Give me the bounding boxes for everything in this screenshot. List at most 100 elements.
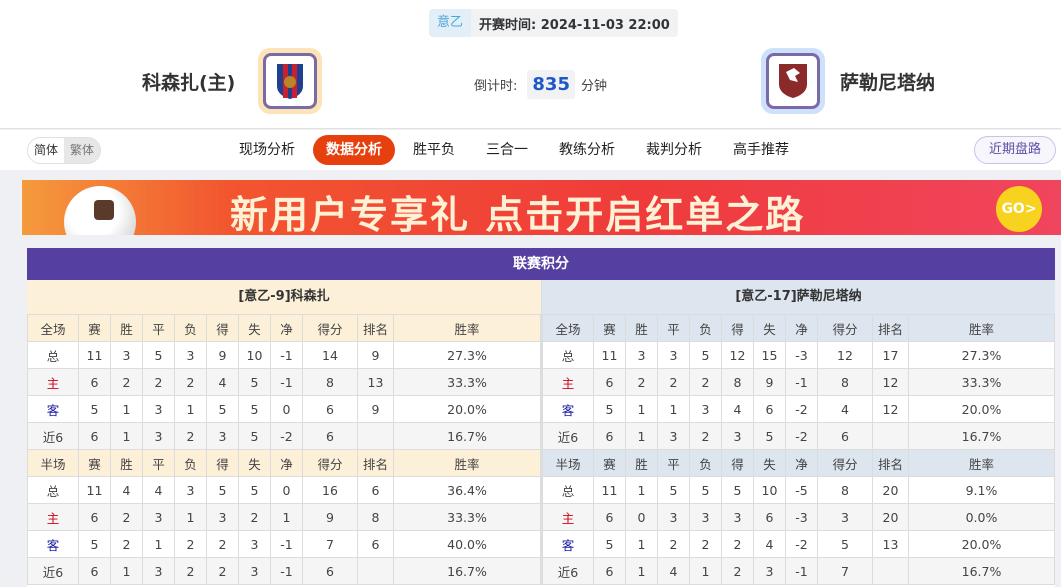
analysis-tabs: 现场分析 数据分析 胜平负 三合一 教练分析 裁判分析 高手推荐 — [226, 135, 807, 165]
table-cell: 3 — [238, 557, 271, 585]
table-cell: 9.1% — [908, 476, 1055, 504]
table-cell: 1 — [625, 557, 658, 585]
table-cell: 0 — [270, 476, 303, 504]
table-cell: 5 — [657, 476, 690, 504]
table-row: 客 5 2 1 2 2 3 -1 7 6 40.0% — [27, 530, 541, 558]
column-header: 胜率 — [908, 314, 1055, 342]
table-cell: 5 — [721, 476, 754, 504]
go-button[interactable]: GO> — [996, 186, 1042, 232]
column-header: 排名 — [357, 449, 394, 477]
tab-referee-analysis[interactable]: 裁判分析 — [646, 142, 702, 158]
table-cell: 7 — [302, 530, 358, 558]
table-cell: 5 — [689, 476, 722, 504]
table-cell: 5 — [206, 395, 239, 423]
table-row: 近6 6 1 4 1 2 3 -1 7 16.7% — [542, 557, 1055, 585]
away-team-name[interactable]: 萨勒尼塔纳 — [840, 72, 936, 94]
table-cell: 6 — [78, 422, 111, 450]
table-cell: 1 — [625, 530, 658, 558]
table-cell: 2 — [721, 530, 754, 558]
table-cell: 2 — [110, 368, 143, 396]
table-cell: 20.0% — [908, 530, 1055, 558]
table-cell: 33.3% — [908, 368, 1055, 396]
table-cell: 16.7% — [393, 422, 541, 450]
column-header: 胜 — [625, 449, 658, 477]
home-team-name[interactable]: 科森扎(主) — [142, 72, 236, 94]
table-cell: 20.0% — [393, 395, 541, 423]
table-row: 客 5 1 2 2 2 4 -2 5 13 20.0% — [542, 530, 1055, 558]
table-cell: 2 — [689, 530, 722, 558]
standings-title: 联赛积分 — [27, 248, 1055, 280]
table-cell: 3 — [238, 530, 271, 558]
table-cell: -3 — [785, 341, 818, 369]
table-cell: 5 — [593, 530, 626, 558]
tab-win-draw-loss[interactable]: 胜平负 — [413, 142, 455, 158]
table-cell: 3 — [817, 503, 873, 531]
column-header: 净 — [270, 449, 303, 477]
table-cell: 2 — [174, 530, 207, 558]
table-cell: 1 — [142, 530, 175, 558]
column-header: 胜率 — [908, 449, 1055, 477]
table-cell: 11 — [78, 341, 111, 369]
promo-banner[interactable]: 新用户专享礼 点击开启红单之路 GO> — [22, 180, 1061, 235]
table-cell: 3 — [174, 476, 207, 504]
tab-data-analysis[interactable]: 数据分析 — [313, 135, 395, 165]
table-cell: 9 — [753, 368, 786, 396]
column-header: 全场 — [542, 314, 594, 342]
table-cell — [872, 422, 909, 450]
table-cell: 4 — [657, 557, 690, 585]
lang-simplified[interactable]: 简体 — [28, 138, 65, 163]
column-header: 胜 — [110, 449, 143, 477]
row-label: 主 — [27, 368, 79, 396]
row-label: 总 — [542, 476, 594, 504]
table-cell: 2 — [206, 530, 239, 558]
table-cell: 2 — [174, 368, 207, 396]
table-cell: 7 — [817, 557, 873, 585]
table-cell: 8 — [817, 476, 873, 504]
table-cell: 1 — [110, 395, 143, 423]
column-header: 失 — [238, 449, 271, 477]
table-cell: 2 — [689, 422, 722, 450]
table-row: 总 11 4 4 3 5 5 0 16 6 36.4% — [27, 476, 541, 504]
tab-three-in-one[interactable]: 三合一 — [486, 142, 528, 158]
table-cell: 6 — [753, 395, 786, 423]
home-team-logo[interactable] — [258, 48, 322, 114]
column-header: 负 — [689, 449, 722, 477]
table-cell: -1 — [270, 341, 303, 369]
table-cell — [357, 422, 394, 450]
table-cell: -2 — [785, 422, 818, 450]
lang-traditional[interactable]: 繁体 — [70, 143, 95, 157]
table-cell: 3 — [721, 503, 754, 531]
league-badge[interactable]: 意乙 — [429, 9, 472, 37]
table-cell: 8 — [357, 503, 394, 531]
tab-expert-picks[interactable]: 高手推荐 — [733, 142, 789, 158]
table-cell: 2 — [110, 503, 143, 531]
table-cell: 4 — [206, 368, 239, 396]
table-cell: 1 — [625, 422, 658, 450]
countdown: 倒计时: 835 分钟 — [474, 70, 607, 99]
table-cell: 6 — [357, 476, 394, 504]
recent-handicap-button[interactable]: 近期盘路 — [974, 136, 1056, 164]
table-row: 主 6 2 3 1 3 2 1 9 8 33.3% — [27, 503, 541, 531]
away-standings-table: 全场赛胜平负得失净得分 排名 胜率总 11 3 3 5 12 15 -3 12 17 27.3% 主 6 2 2… — [542, 314, 1055, 585]
column-header: 净 — [785, 449, 818, 477]
table-cell: 3 — [174, 341, 207, 369]
column-header: 负 — [174, 314, 207, 342]
column-header: 半场 — [542, 449, 594, 477]
column-header: 半场 — [27, 449, 79, 477]
away-team-logo[interactable] — [761, 48, 825, 114]
table-cell: 33.3% — [393, 503, 541, 531]
table-cell: 3 — [625, 341, 658, 369]
tab-live-analysis[interactable]: 现场分析 — [239, 142, 295, 158]
table-cell: 11 — [78, 476, 111, 504]
table-cell: 16.7% — [393, 557, 541, 585]
table-cell: -5 — [785, 476, 818, 504]
table-cell: 12 — [817, 341, 873, 369]
column-header: 失 — [753, 314, 786, 342]
table-cell: 33.3% — [393, 368, 541, 396]
column-header: 赛 — [78, 314, 111, 342]
table-row: 总 11 1 5 5 5 10 -5 8 20 9.1% — [542, 476, 1055, 504]
language-toggle: 简体 繁体 — [27, 137, 102, 164]
table-cell: 8 — [721, 368, 754, 396]
kickoff-time: 2024-11-03 22:00 — [540, 17, 670, 33]
tab-coach-analysis[interactable]: 教练分析 — [559, 142, 615, 158]
